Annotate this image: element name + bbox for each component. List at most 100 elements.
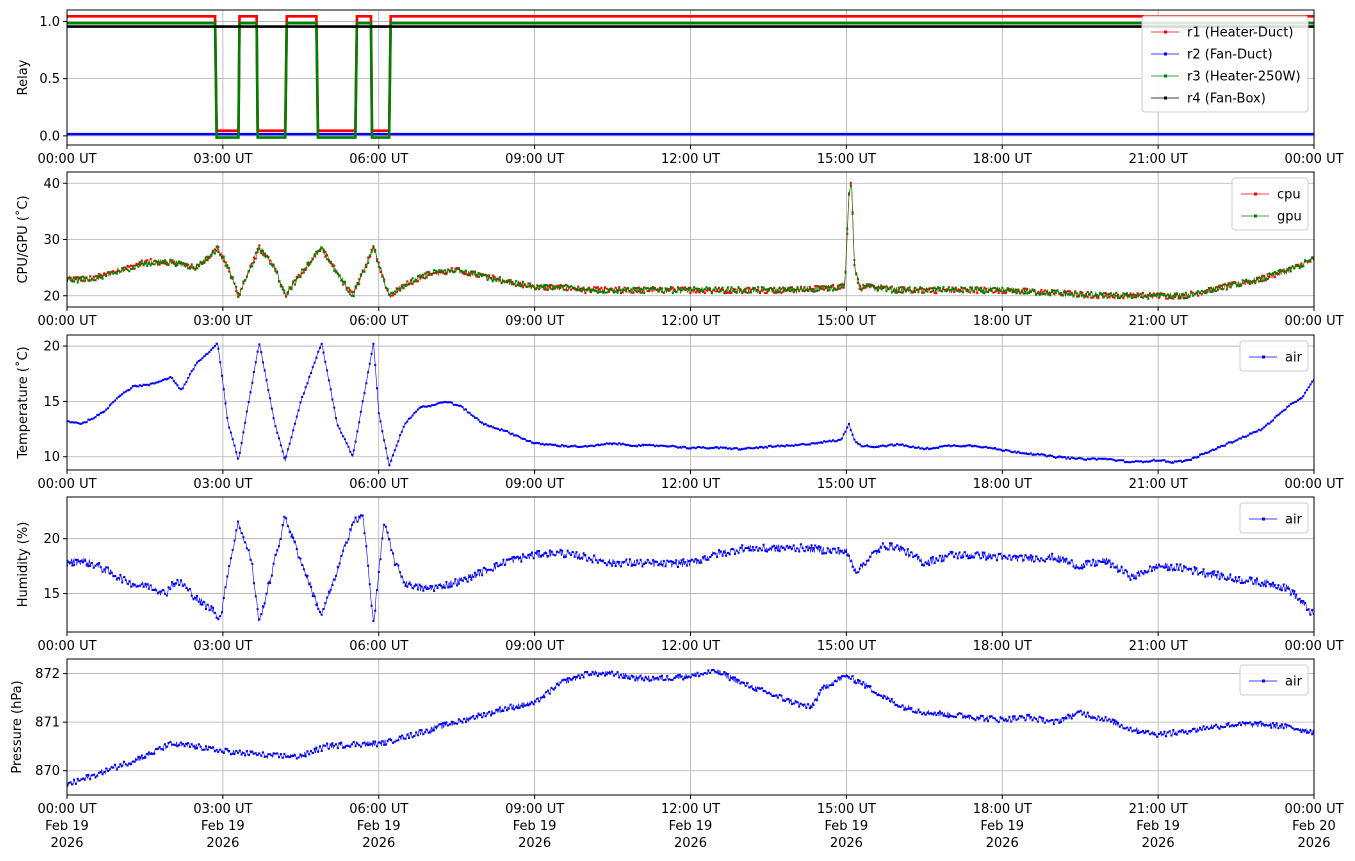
x-tick-date: Feb 20 [1292, 819, 1336, 834]
x-tick-label: 18:00 UT [973, 477, 1032, 492]
legend-label: r2 (Fan-Duct) [1187, 48, 1273, 63]
legend: r1 (Heater-Duct) r2 (Fan-Duct) r3 (Heater-… [1141, 15, 1309, 113]
x-tick-label: 21:00 UT [1129, 802, 1188, 817]
legend-marker [1164, 52, 1167, 56]
legend-label: cpu [1277, 188, 1301, 203]
y-axis-label: Humidity (%) [16, 522, 31, 608]
x-tick-date: Feb 19 [1136, 819, 1180, 834]
x-tick-label: 00:00 UT [37, 802, 96, 817]
y-tick-label: 10 [43, 450, 60, 465]
x-tick-label: 03:00 UT [193, 802, 252, 817]
x-tick-date: Feb 19 [669, 819, 713, 834]
legend-marker [1164, 96, 1167, 100]
y-tick-label: 870 [35, 764, 60, 779]
x-tick-label: 15:00 UT [817, 802, 876, 817]
x-tick-label: 18:00 UT [973, 152, 1032, 167]
x-tick-date: Feb 19 [513, 819, 557, 834]
x-tick-label: 00:00 UT [1284, 802, 1343, 817]
y-tick-label: 40 [43, 177, 60, 192]
legend-box [1239, 502, 1309, 534]
x-tick-label: 09:00 UT [505, 314, 564, 329]
legend-marker [1262, 517, 1265, 521]
x-tick-label: 18:00 UT [973, 802, 1032, 817]
chart-panel-2: 00:00 UT 03:00 UT 06:00 UT 09:00 UT 12:00 UT… [15, 334, 1344, 492]
x-tick-year: 2026 [50, 836, 83, 851]
chart-panel-1: 00:00 UT 03:00 UT 06:00 UT 09:00 UT 12:00 UT… [15, 171, 1344, 329]
x-tick-label: 09:00 UT [505, 152, 564, 167]
legend: cpu gpu [1231, 177, 1309, 231]
legend-box [1239, 664, 1309, 696]
x-tick-label: 06:00 UT [349, 802, 408, 817]
x-tick-year: 2026 [830, 836, 863, 851]
x-tick-label: 15:00 UT [817, 477, 876, 492]
series-group [67, 342, 1314, 467]
series-group [67, 14, 1314, 139]
x-tick-year: 2026 [674, 836, 707, 851]
y-axis-label: CPU/GPU (˚C) [15, 195, 31, 283]
x-tick-year: 2026 [1142, 836, 1175, 851]
legend-marker [1262, 679, 1265, 683]
x-tick-label: 18:00 UT [973, 314, 1032, 329]
x-tick-label: 00:00 UT [1284, 639, 1343, 654]
x-tick-label: 06:00 UT [349, 152, 408, 167]
y-tick-label: 30 [43, 233, 60, 248]
x-tick-label: 06:00 UT [349, 314, 408, 329]
y-axis-label: Pressure (hPa) [10, 680, 25, 773]
y-tick-label: 15 [43, 587, 60, 602]
x-tick-label: 03:00 UT [193, 314, 252, 329]
x-tick-label: 18:00 UT [973, 639, 1032, 654]
y-tick-label: 1.0 [39, 15, 60, 30]
legend: air [1239, 664, 1309, 696]
x-tick-label: 12:00 UT [661, 639, 720, 654]
x-tick-label: 09:00 UT [505, 477, 564, 492]
legend-label: r1 (Heater-Duct) [1187, 26, 1293, 41]
x-tick-year: 2026 [362, 836, 395, 851]
y-tick-label: 15 [43, 395, 60, 410]
x-tick-label: 15:00 UT [817, 639, 876, 654]
legend-box [1231, 177, 1309, 231]
series-group [67, 668, 1314, 788]
x-tick-year: 2026 [518, 836, 551, 851]
x-tick-date: Feb 19 [45, 819, 89, 834]
legend: air [1239, 340, 1309, 372]
x-tick-label: 21:00 UT [1129, 477, 1188, 492]
x-tick-label: 12:00 UT [661, 314, 720, 329]
legend-marker [1262, 355, 1265, 359]
legend-box [1239, 340, 1309, 372]
x-tick-label: 00:00 UT [1284, 477, 1343, 492]
legend-box [1141, 15, 1309, 113]
x-tick-label: 12:00 UT [661, 477, 720, 492]
chart-panel-4: 00:00 UT Feb 19 2026 03:00 UT Feb 19 2026 06:0… [10, 658, 1344, 851]
legend-label: air [1285, 675, 1303, 690]
x-tick-date: Feb 19 [825, 819, 869, 834]
x-tick-date: Feb 19 [980, 819, 1024, 834]
legend-label: r4 (Fan-Box) [1187, 92, 1266, 107]
x-tick-label: 15:00 UT [817, 314, 876, 329]
x-tick-label: 12:00 UT [661, 152, 720, 167]
y-tick-label: 20 [43, 532, 60, 547]
legend-marker [1164, 30, 1167, 34]
x-tick-label: 00:00 UT [37, 314, 96, 329]
legend: air [1239, 502, 1309, 534]
series-group [67, 181, 1314, 300]
x-tick-label: 03:00 UT [193, 152, 252, 167]
x-tick-year: 2026 [986, 836, 1019, 851]
x-tick-label: 21:00 UT [1129, 314, 1188, 329]
legend-label: gpu [1277, 210, 1302, 225]
x-tick-label: 06:00 UT [349, 639, 408, 654]
legend-label: air [1285, 351, 1303, 366]
x-tick-label: 03:00 UT [193, 639, 252, 654]
y-tick-label: 20 [43, 289, 60, 304]
x-tick-label: 03:00 UT [193, 477, 252, 492]
x-tick-label: 21:00 UT [1129, 152, 1188, 167]
x-tick-label: 00:00 UT [37, 152, 96, 167]
legend-marker [1164, 74, 1167, 78]
x-tick-label: 15:00 UT [817, 152, 876, 167]
relay-line-r3 [67, 21, 1314, 139]
series-group [67, 514, 1314, 623]
x-tick-label: 21:00 UT [1129, 639, 1188, 654]
y-tick-label: 872 [35, 667, 60, 682]
x-tick-label: 12:00 UT [661, 802, 720, 817]
x-tick-label: 09:00 UT [505, 639, 564, 654]
